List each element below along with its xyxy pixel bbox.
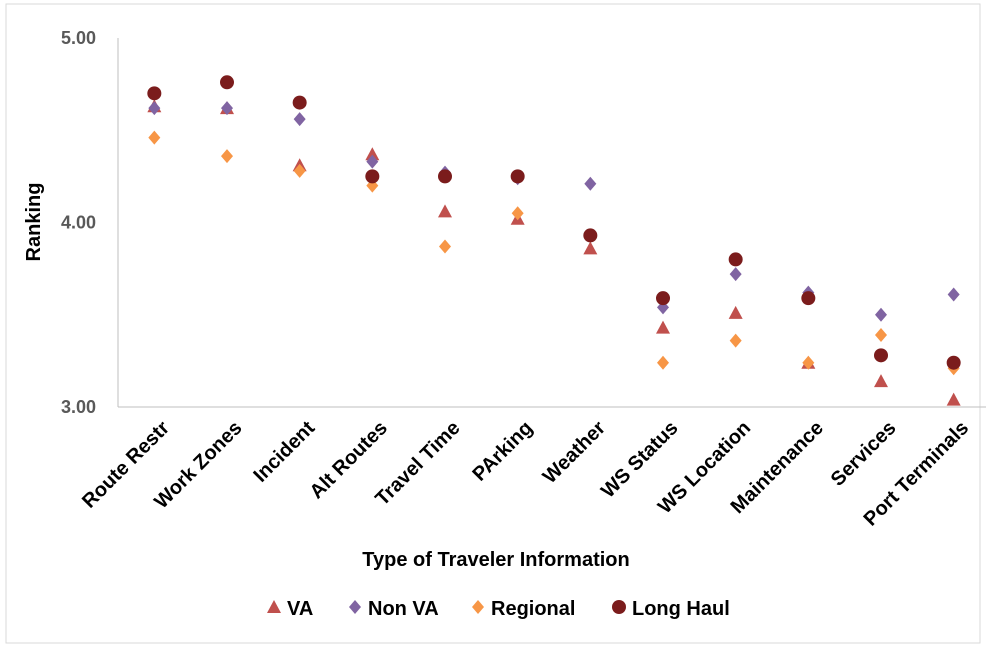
- point-regional: [439, 239, 451, 254]
- legend: VA Non VA Regional Long Haul: [267, 598, 730, 620]
- point-long-haul: [801, 291, 816, 306]
- point-long-haul: [147, 86, 162, 101]
- legend-marker-non-va: [349, 600, 361, 614]
- point-long-haul: [583, 228, 598, 243]
- point-va: [583, 241, 598, 255]
- point-long-haul: [510, 169, 525, 184]
- legend-label-non-va: Non VA: [368, 598, 439, 620]
- point-va: [365, 147, 380, 161]
- point-regional: [511, 206, 524, 221]
- point-non-va: [148, 101, 161, 116]
- point-non-va: [875, 307, 887, 322]
- y-tick-labels: 3.00 4.00 5.00: [61, 28, 96, 417]
- point-long-haul: [874, 348, 888, 363]
- point-regional: [293, 163, 306, 178]
- point-non-va: [947, 287, 960, 302]
- x-axis-title: Type of Traveler Information: [362, 549, 629, 571]
- y-tick-label: 4.00: [61, 213, 96, 233]
- point-non-va: [729, 267, 742, 282]
- point-va: [438, 204, 452, 218]
- point-regional: [148, 130, 161, 145]
- legend-label-va: VA: [287, 598, 313, 620]
- point-va: [656, 320, 670, 334]
- legend-marker-va: [267, 600, 281, 613]
- point-non-va: [293, 112, 306, 127]
- y-axis-title: Ranking: [23, 183, 45, 262]
- point-long-haul: [365, 169, 380, 184]
- point-va: [874, 374, 888, 388]
- legend-marker-regional: [472, 600, 484, 614]
- legend-label-long-haul: Long Haul: [632, 598, 730, 620]
- point-va: [728, 305, 743, 319]
- chart-border: [5, 3, 981, 644]
- y-tick-label: 3.00: [61, 397, 96, 417]
- point-long-haul: [292, 95, 307, 110]
- point-regional: [802, 355, 815, 370]
- point-non-va: [584, 176, 597, 191]
- y-tick-label: 5.00: [61, 28, 96, 48]
- point-non-va: [221, 101, 233, 116]
- data-points: [147, 75, 961, 406]
- point-long-haul: [220, 75, 234, 90]
- point-long-haul: [728, 252, 743, 267]
- point-long-haul: [946, 355, 961, 370]
- legend-marker-long-haul: [612, 600, 626, 614]
- point-regional: [221, 149, 233, 164]
- point-long-haul: [438, 169, 452, 184]
- point-non-va: [366, 154, 379, 169]
- point-long-haul: [656, 291, 670, 306]
- point-va: [946, 392, 961, 406]
- point-regional: [657, 355, 669, 370]
- legend-label-regional: Regional: [491, 598, 575, 620]
- point-regional: [875, 328, 887, 343]
- point-regional: [729, 333, 742, 348]
